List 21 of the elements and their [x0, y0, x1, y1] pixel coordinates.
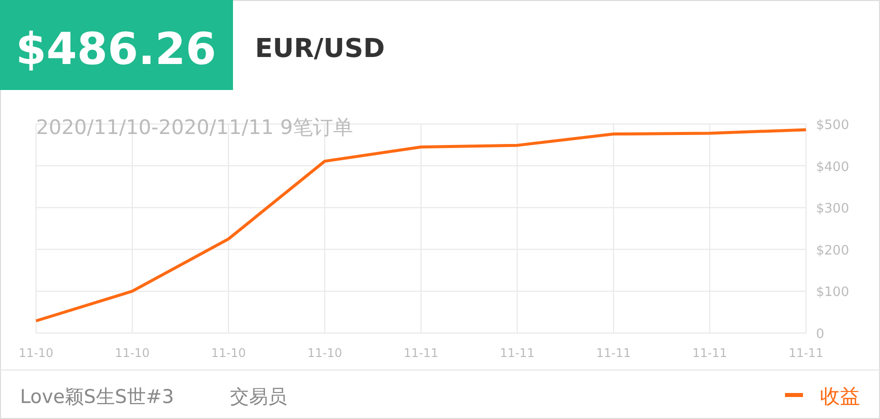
annotation: 2020/11/10-2020/11/11 9笔订单: [36, 115, 353, 139]
x-tick-label: 11-11: [596, 346, 631, 360]
chart-title: $486.26: [16, 24, 216, 75]
y-tick-label: 0: [816, 327, 824, 342]
y-tick-label: $500: [816, 118, 850, 133]
text: Love颖S生S世#3: [20, 386, 174, 408]
x-tick-label: 11-10: [211, 346, 246, 360]
x-tick-label: 11-11: [404, 346, 438, 360]
y-tick-label: $100: [816, 285, 850, 300]
y-tick-label: $400: [816, 160, 850, 175]
y-tick-label: $300: [816, 202, 850, 217]
x-tick-label: 11-10: [307, 346, 342, 360]
x-tick-label: 11-11: [500, 346, 535, 360]
x-tick-label: 11-10: [18, 346, 54, 360]
text: 交易员: [230, 386, 287, 408]
legend-label: 收益: [820, 384, 860, 408]
x-tick-label: 11-10: [114, 346, 150, 360]
y-tick-label: $200: [816, 243, 850, 258]
chart-subtitle: EUR/USD: [255, 34, 385, 64]
x-tick-label: 11-11: [788, 346, 824, 360]
x-tick-label: 11-11: [692, 346, 728, 360]
